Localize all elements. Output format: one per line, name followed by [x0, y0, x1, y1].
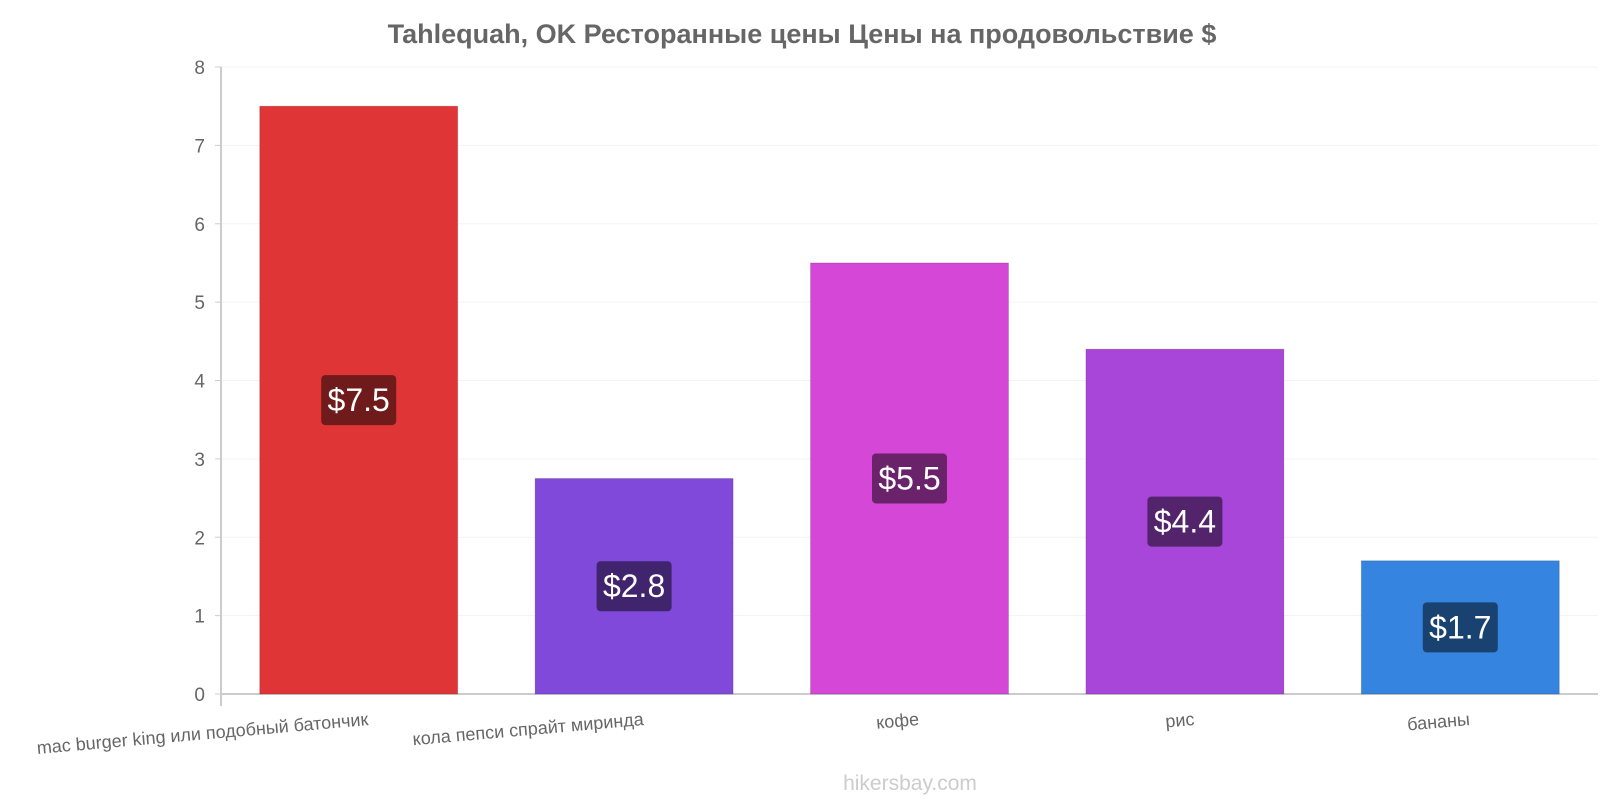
category-label: рис — [1165, 709, 1196, 731]
category-label: mac burger king или подобный батончик — [36, 709, 369, 758]
value-labels: $7.5 $2.8 $5.5 $4.4 $1.7 — [321, 375, 1498, 653]
value-label-box — [1147, 496, 1223, 547]
bars — [259, 105, 1560, 695]
value-label: $2.8 — [603, 568, 665, 604]
category-label: кола пепси спрайт миринда — [412, 709, 646, 749]
value-label-box — [872, 453, 947, 504]
y-tick-label: 6 — [194, 215, 205, 236]
value-label-box — [1422, 602, 1498, 653]
chart-title: Tahlequah, OK Ресторанные цены Цены на п… — [388, 19, 1217, 49]
value-label-box — [321, 375, 397, 426]
y-tick-label: 5 — [194, 293, 205, 314]
y-tick-label: 7 — [194, 136, 205, 157]
category-labels: mac burger king или подобный батончик кол… — [36, 709, 1471, 758]
value-label: $5.5 — [878, 460, 940, 496]
y-tick-label: 4 — [194, 372, 205, 393]
y-tick-label: 2 — [194, 528, 205, 549]
y-tick-label: 8 — [194, 58, 205, 79]
value-label: $7.5 — [328, 382, 390, 418]
category-label: бананы — [1406, 709, 1470, 734]
value-label: $1.7 — [1429, 609, 1491, 645]
watermark: hikersbay.com — [843, 772, 977, 795]
y-axis-ticks: 0 1 2 3 4 5 6 7 8 — [194, 58, 221, 706]
y-tick-label: 0 — [194, 685, 205, 706]
category-label: кофе — [875, 709, 920, 733]
value-label: $4.4 — [1154, 504, 1216, 540]
y-tick-label: 1 — [194, 607, 205, 628]
value-label-box — [596, 561, 672, 612]
y-tick-label: 3 — [194, 450, 205, 471]
